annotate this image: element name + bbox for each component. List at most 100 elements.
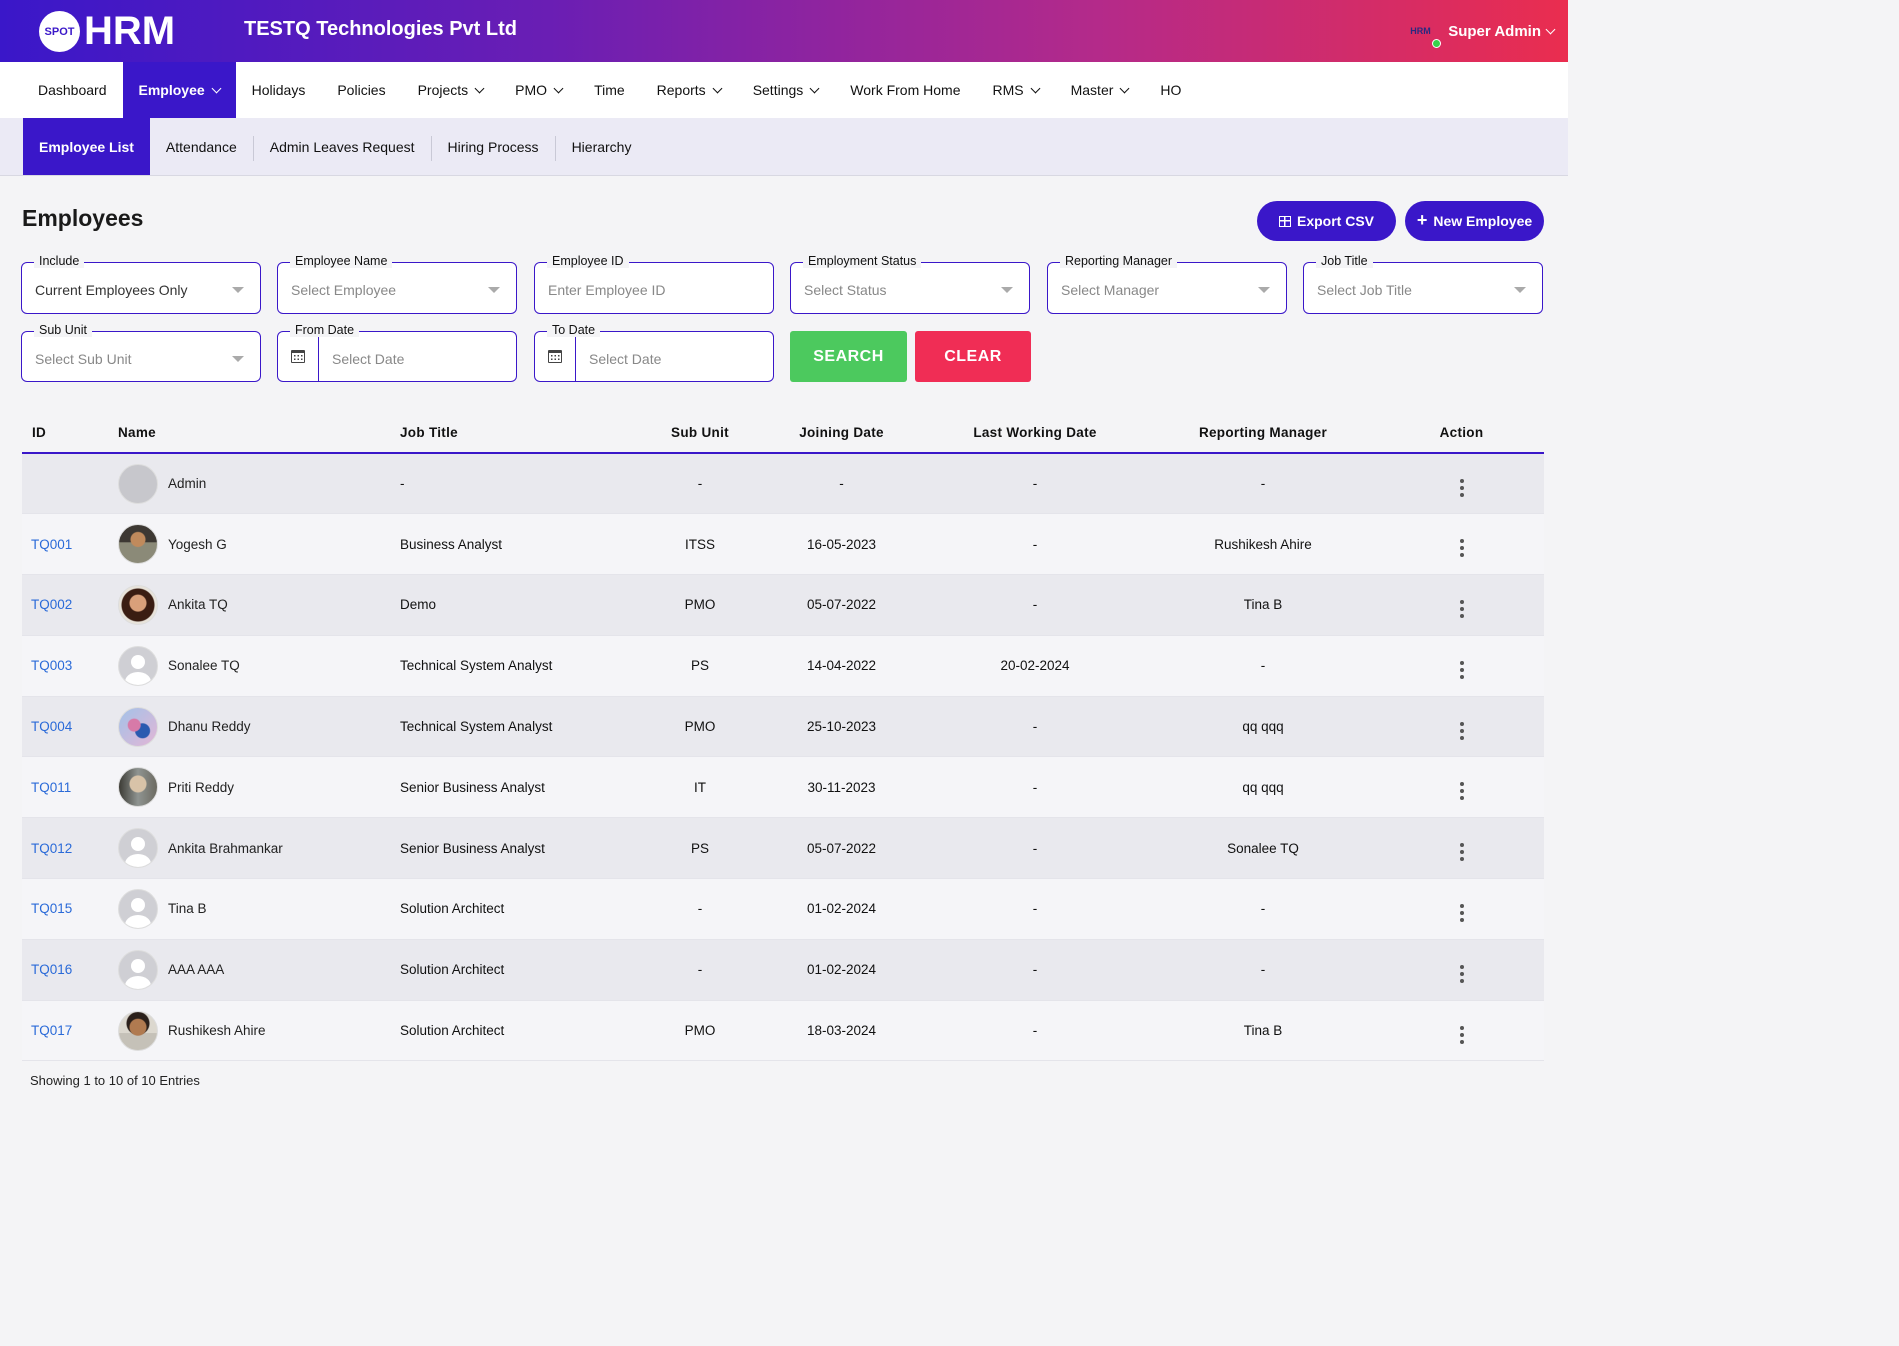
user-menu[interactable]: HRM Super Admin	[1410, 20, 1556, 48]
nav-item-policies[interactable]: Policies	[321, 62, 401, 118]
last-working-date-cell: -	[1032, 719, 1038, 735]
more-vertical-icon[interactable]	[1459, 721, 1464, 740]
calendar-icon	[291, 350, 305, 363]
clear-button[interactable]: CLEAR	[915, 331, 1031, 382]
nav-item-label: Dashboard	[38, 82, 107, 98]
more-vertical-icon[interactable]	[1459, 903, 1464, 922]
table-row[interactable]: TQ017 Rushikesh Ahire Solution Architect…	[22, 1000, 1544, 1062]
table-row[interactable]: TQ015 Tina B Solution Architect - 01-02-20…	[22, 878, 1544, 940]
employee-name-cell: Ankita TQ	[118, 584, 400, 625]
employee-id-link[interactable]	[22, 476, 31, 491]
sub-nav-employee-list[interactable]: Employee List	[23, 118, 150, 175]
column-header-id[interactable]: ID	[22, 412, 118, 454]
new-employee-button[interactable]: + New Employee	[1405, 201, 1544, 241]
from-date-input[interactable]: From Date Select Date	[277, 323, 517, 382]
user-avatar[interactable]: HRM	[1410, 20, 1442, 48]
employee-id-link[interactable]: TQ001	[31, 536, 73, 552]
reporting-manager-cell: -	[1260, 476, 1266, 492]
sub-unit-cell: -	[697, 901, 703, 917]
column-header-joining-date[interactable]: Joining Date	[760, 412, 923, 454]
reporting-manager-cell: Sonalee TQ	[1227, 840, 1299, 856]
sub-unit-select[interactable]: Sub Unit Select Sub Unit	[21, 323, 261, 382]
employee-name: Tina B	[168, 901, 207, 917]
table-row[interactable]: TQ003 Sonalee TQ Technical System Analys…	[22, 635, 1544, 697]
employee-name-select[interactable]: Employee Name Select Employee	[277, 254, 517, 314]
more-vertical-icon[interactable]	[1459, 843, 1464, 862]
from-date-calendar-button[interactable]	[278, 332, 319, 381]
nav-item-employee[interactable]: Employee	[122, 62, 236, 118]
employee-name-cell: Priti Reddy	[118, 767, 400, 808]
chevron-down-icon	[1030, 83, 1041, 93]
avatar	[118, 584, 158, 625]
employee-id-link[interactable]: TQ017	[31, 1023, 73, 1039]
nav-item-reports[interactable]: Reports	[641, 62, 737, 118]
employee-id-link[interactable]: TQ016	[31, 962, 73, 978]
employee-name-placeholder: Select Employee	[291, 282, 397, 298]
avatar	[118, 888, 158, 929]
column-header-last-working-date[interactable]: Last Working Date	[923, 412, 1147, 454]
table-row[interactable]: TQ001 Yogesh G Business Analyst ITSS 16-05…	[22, 513, 1544, 576]
sub-nav-admin-leaves-request[interactable]: Admin Leaves Request	[269, 138, 415, 155]
include-select[interactable]: Include Current Employees Only	[21, 254, 261, 314]
employee-id-link[interactable]: TQ011	[31, 779, 72, 795]
more-vertical-icon[interactable]	[1459, 478, 1464, 497]
search-button[interactable]: SEARCH	[790, 331, 907, 382]
export-csv-button[interactable]: Export CSV	[1257, 201, 1396, 241]
nav-item-label: Reports	[656, 82, 706, 98]
nav-item-dashboard[interactable]: Dashboard	[22, 62, 123, 118]
user-name[interactable]: Super Admin	[1448, 22, 1541, 40]
employee-id-input[interactable]: Employee ID Enter Employee ID	[534, 254, 774, 314]
top-header: SPOT HRM TESTQ Technologies Pvt Ltd HRM …	[0, 0, 1568, 62]
table-row[interactable]: TQ002 Ankita TQ Demo PMO 05-07-2022 - Tina B	[22, 574, 1544, 636]
column-header-sub-unit[interactable]: Sub Unit	[640, 412, 760, 454]
employee-id-link[interactable]: TQ015	[31, 901, 73, 917]
sub-nav-attendance[interactable]: Attendance	[165, 138, 237, 155]
nav-item-master[interactable]: Master	[1055, 62, 1145, 118]
more-vertical-icon[interactable]	[1459, 599, 1464, 618]
table-row[interactable]: TQ016 AAA AAA Solution Architect - 01-02-2…	[22, 939, 1544, 1001]
column-header-job-title[interactable]: Job Title	[400, 412, 640, 454]
chevron-down-icon[interactable]	[1545, 24, 1556, 34]
more-vertical-icon[interactable]	[1459, 539, 1464, 558]
table-row[interactable]: TQ011 Priti Reddy Senior Business Analys…	[22, 756, 1544, 819]
column-header-action[interactable]: Action	[1379, 412, 1544, 454]
employee-id-link[interactable]: TQ004	[31, 719, 73, 735]
nav-item-rms[interactable]: RMS	[976, 62, 1054, 118]
nav-item-pmo[interactable]: PMO	[499, 62, 578, 118]
logo-badge[interactable]: SPOT	[39, 11, 80, 52]
table-row[interactable]: TQ012 Ankita Brahmankar Senior Business …	[22, 817, 1544, 880]
nav-item-projects[interactable]: Projects	[402, 62, 500, 118]
table-row[interactable]: Admin - - - - -	[22, 453, 1544, 515]
more-vertical-icon[interactable]	[1459, 660, 1464, 679]
nav-item-work-from-home[interactable]: Work From Home	[834, 62, 976, 118]
employee-id-link[interactable]: TQ002	[31, 597, 73, 613]
more-vertical-icon[interactable]	[1459, 1025, 1464, 1044]
table-row[interactable]: TQ004 Dhanu Reddy Technical System Analy…	[22, 696, 1544, 758]
reporting-manager-select[interactable]: Reporting Manager Select Manager	[1047, 254, 1287, 314]
employee-id-link[interactable]: TQ012	[31, 840, 73, 856]
include-label: Include	[34, 254, 85, 268]
sub-nav-hiring-process[interactable]: Hiring Process	[447, 138, 539, 155]
to-date-calendar-button[interactable]	[535, 332, 576, 381]
avatar	[118, 706, 158, 747]
avatar	[118, 645, 158, 686]
job-title-select[interactable]: Job Title Select Job Title	[1303, 254, 1543, 314]
nav-item-ho[interactable]: HO	[1144, 62, 1197, 118]
logo-text[interactable]: HRM	[84, 9, 176, 53]
new-employee-label: New Employee	[1433, 213, 1533, 229]
sub-nav-hierarchy[interactable]: Hierarchy	[571, 138, 632, 155]
column-header-reporting-manager[interactable]: Reporting Manager	[1147, 412, 1379, 454]
nav-item-time[interactable]: Time	[578, 62, 641, 118]
employee-name: Sonalee TQ	[168, 658, 240, 674]
joining-date-cell: 01-02-2024	[806, 901, 877, 917]
column-header-name[interactable]: Name	[118, 412, 400, 454]
to-date-input[interactable]: To Date Select Date	[534, 323, 774, 382]
more-vertical-icon[interactable]	[1459, 782, 1464, 801]
reporting-manager-cell: Rushikesh Ahire	[1214, 536, 1312, 552]
employee-id-link[interactable]: TQ003	[31, 658, 73, 674]
more-vertical-icon[interactable]	[1459, 964, 1464, 983]
employee-name-cell: Rushikesh Ahire	[118, 1010, 400, 1051]
employment-status-select[interactable]: Employment Status Select Status	[790, 254, 1030, 314]
nav-item-holidays[interactable]: Holidays	[236, 62, 322, 118]
nav-item-settings[interactable]: Settings	[737, 62, 835, 118]
